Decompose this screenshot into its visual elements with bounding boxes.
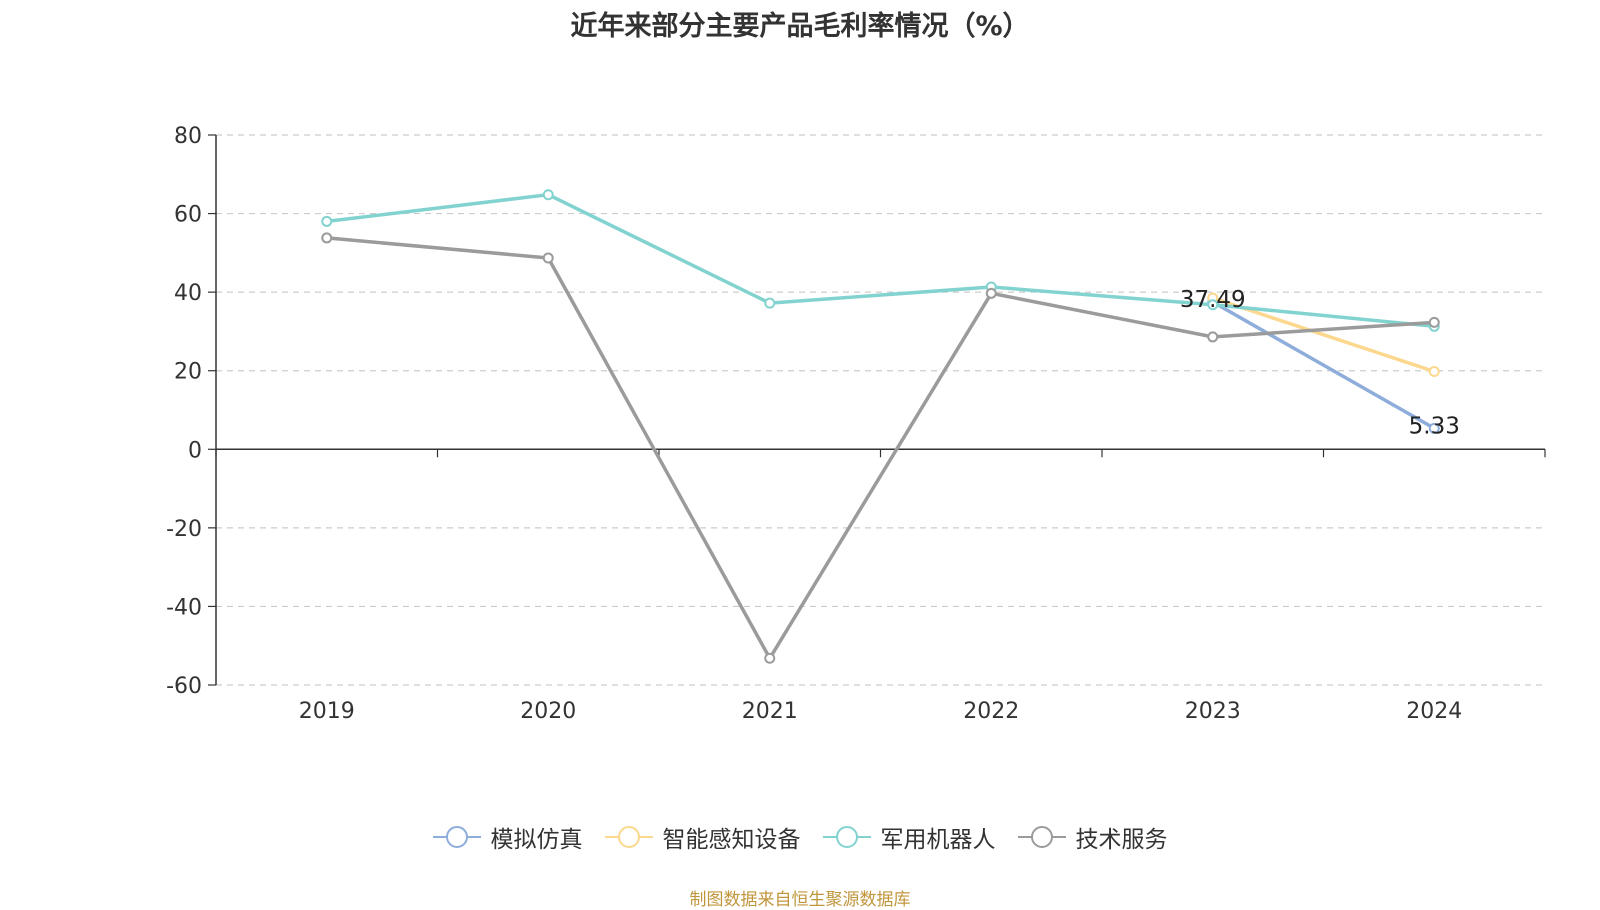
x-tick-label: 2024 [1406, 699, 1462, 724]
series-line [326, 236, 1435, 661]
legend-item[interactable]: 智能感知设备 [604, 820, 801, 854]
x-tick-label: 2022 [963, 699, 1019, 724]
legend-item[interactable]: 军用机器人 [822, 820, 996, 854]
legend-item[interactable]: 模拟仿真 [432, 820, 583, 854]
legend-label: 智能感知设备 [662, 827, 801, 853]
data-point[interactable] [1207, 299, 1219, 311]
chart-title: 近年来部分主要产品毛利率情况（%） [570, 11, 1030, 42]
y-tick-label: 60 [174, 203, 202, 228]
legend-line-icon [604, 826, 653, 848]
legend-label: 技术服务 [1075, 827, 1168, 853]
data-labels: 37.49 5.33 [1180, 287, 1460, 439]
data-label: 5.33 [1409, 413, 1460, 439]
data-label: 37.49 [1180, 287, 1246, 313]
y-tick-label: 0 [188, 438, 202, 463]
data-point[interactable] [764, 652, 776, 664]
legend: 模拟仿真 智能感知设备 军用机器人 技术服务 [0, 820, 1600, 854]
grid-lines [216, 134, 1545, 686]
x-tick-label: 2023 [1185, 699, 1241, 724]
legend-item[interactable]: 技术服务 [1017, 820, 1168, 854]
data-point[interactable] [764, 297, 776, 309]
x-tick-label: 2020 [520, 699, 576, 724]
source-note: 制图数据来自恒生聚源数据库 [689, 890, 911, 910]
data-point[interactable] [321, 215, 333, 227]
legend-label: 模拟仿真 [490, 827, 583, 853]
series-line [1211, 300, 1436, 430]
y-tick-label: -40 [166, 595, 202, 620]
series-lines [321, 189, 1440, 664]
data-point[interactable] [985, 287, 997, 299]
y-tick-label: 40 [174, 281, 202, 306]
line-chart: 80 60 40 20 0 -20 -40 -60 2019 2020 2021 2022 2023 20… [166, 124, 1546, 724]
y-tick-label: -60 [166, 674, 202, 699]
data-point[interactable] [1428, 366, 1440, 377]
axes: 80 60 40 20 0 -20 -40 -60 2019 2020 2021 2022 2023 20… [166, 124, 1546, 724]
data-point[interactable] [321, 232, 333, 244]
data-point[interactable] [1428, 422, 1440, 434]
y-tick-label: 20 [174, 360, 202, 385]
legend-label: 军用机器人 [880, 827, 996, 853]
x-tick-label: 2019 [299, 699, 355, 724]
y-tick-label: -20 [166, 517, 202, 542]
series-line [1212, 296, 1435, 374]
legend-line-icon [1017, 826, 1066, 848]
series-line [326, 192, 1435, 329]
y-tick-label: 80 [174, 124, 202, 149]
legend-line-icon [432, 826, 481, 848]
legend-line-icon [822, 826, 871, 848]
data-point[interactable] [1207, 331, 1219, 343]
data-point[interactable] [542, 252, 554, 264]
data-point[interactable] [1428, 316, 1440, 328]
data-point[interactable] [542, 189, 554, 201]
x-tick-label: 2021 [742, 699, 798, 724]
